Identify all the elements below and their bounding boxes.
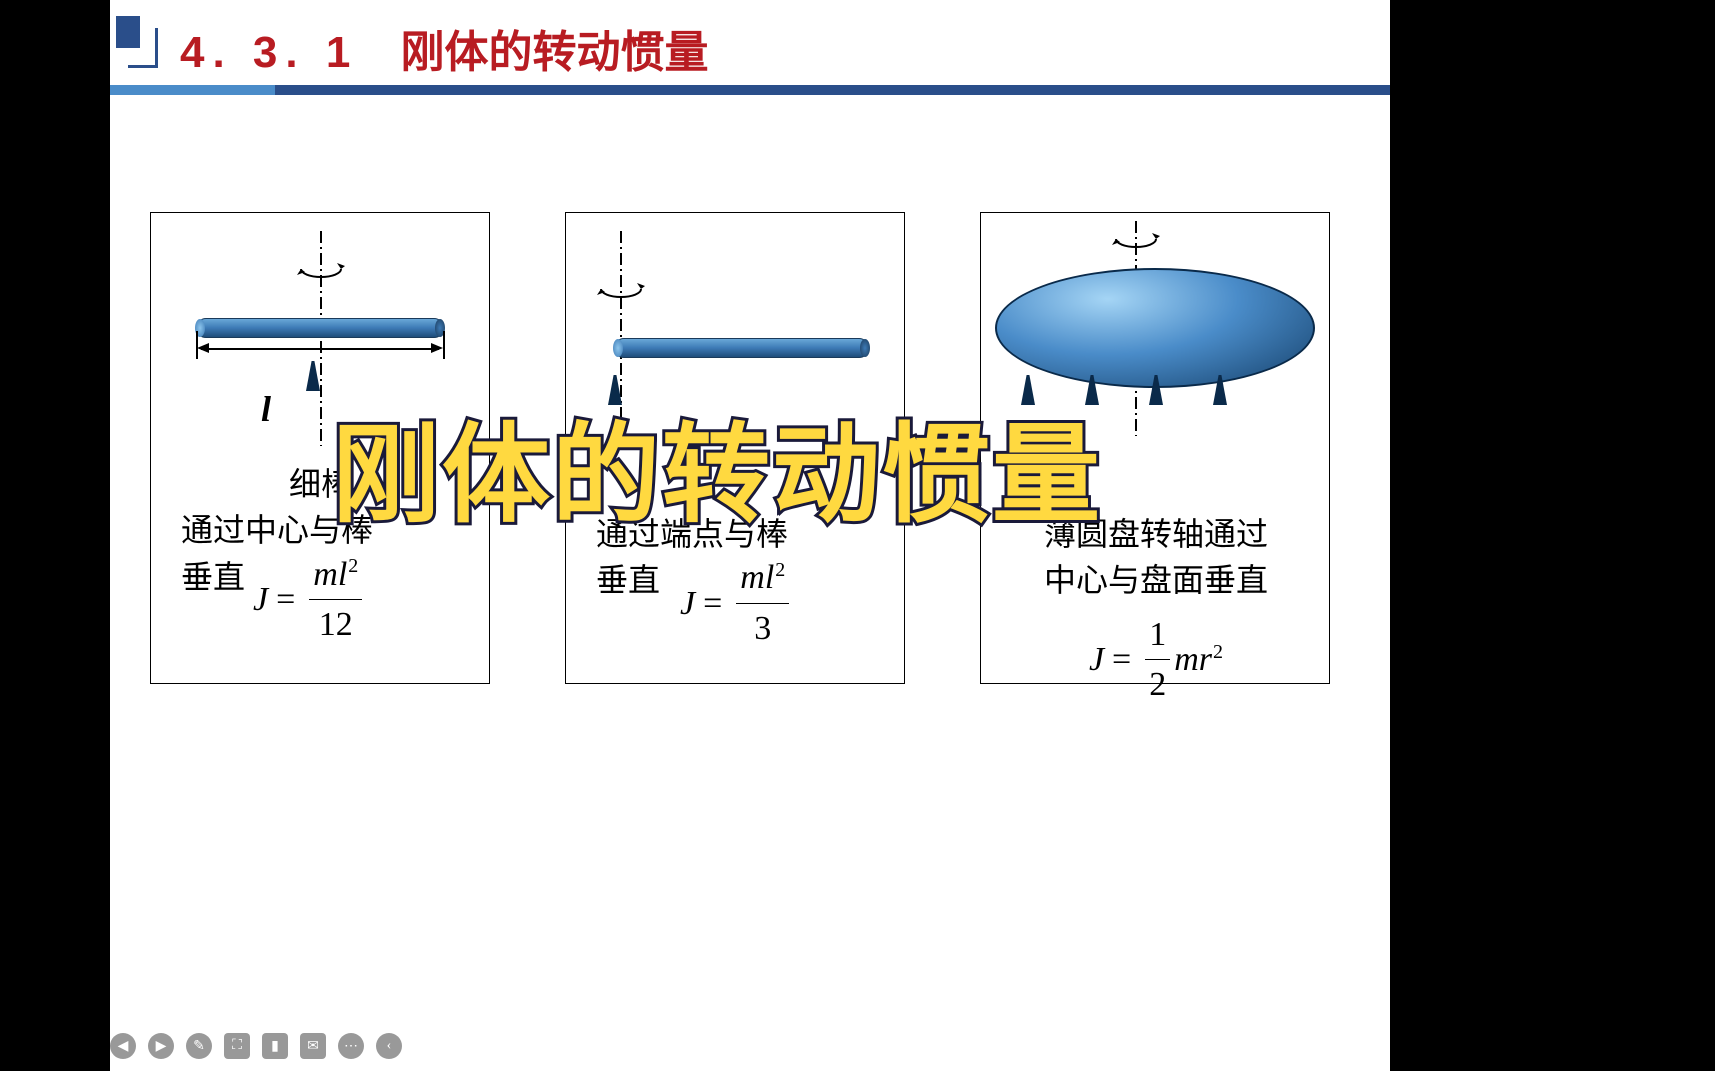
dim-line [201, 348, 439, 350]
arrow-right-icon [431, 343, 443, 353]
dim-tick [443, 331, 445, 359]
more-button[interactable]: ⋯ [338, 1033, 364, 1059]
section-number: 4. 3. 1 [180, 28, 358, 77]
section-title-text: 刚体的转动惯量 [401, 28, 709, 77]
shadow-marks [306, 361, 320, 391]
rod-shape [614, 338, 869, 358]
rod-shape [196, 318, 444, 338]
formula-lhs: J [680, 579, 695, 628]
fullscreen-button[interactable]: ⛶ [224, 1033, 250, 1059]
arrow-left-icon [197, 343, 209, 353]
section-title: 4. 3. 1 刚体的转动惯量 [180, 16, 709, 80]
edit-button[interactable]: ✎ [186, 1033, 212, 1059]
header-bar-accent [110, 85, 275, 95]
collapse-button[interactable]: ‹ [376, 1033, 402, 1059]
overlay-title: 刚体的转动惯量 [332, 388, 1102, 544]
formula-lhs: J [1089, 635, 1104, 684]
comment-button[interactable]: ✉ [300, 1033, 326, 1059]
video-toolbar: ◀ ▶ ✎ ⛶ ▮ ✉ ⋯ ‹ [110, 1033, 402, 1059]
formula-fraction: ml2 3 [736, 553, 789, 653]
dimension-label: l [261, 388, 271, 430]
desc-line: 中心与盘面垂直 [1001, 557, 1311, 603]
header-icon [128, 28, 158, 68]
desc-line: 垂直 [596, 557, 660, 603]
formula-lhs: J [253, 575, 268, 624]
axis-line [320, 231, 322, 446]
slide-header: 4. 3. 1 刚体的转动惯量 [110, 0, 1390, 95]
formula-fraction: ml2 12 [309, 550, 362, 650]
play-button[interactable]: ▶ [148, 1033, 174, 1059]
camera-button[interactable]: ▮ [262, 1033, 288, 1059]
desc-line: 垂直 [181, 554, 245, 600]
header-bar [110, 85, 1390, 95]
prev-button[interactable]: ◀ [110, 1033, 136, 1059]
formula-fraction: 1 2 [1145, 610, 1170, 710]
disc-shape [995, 268, 1315, 388]
slide-area: 4. 3. 1 刚体的转动惯量 l 细棒 通过中心与棒 垂直 [110, 0, 1390, 1071]
